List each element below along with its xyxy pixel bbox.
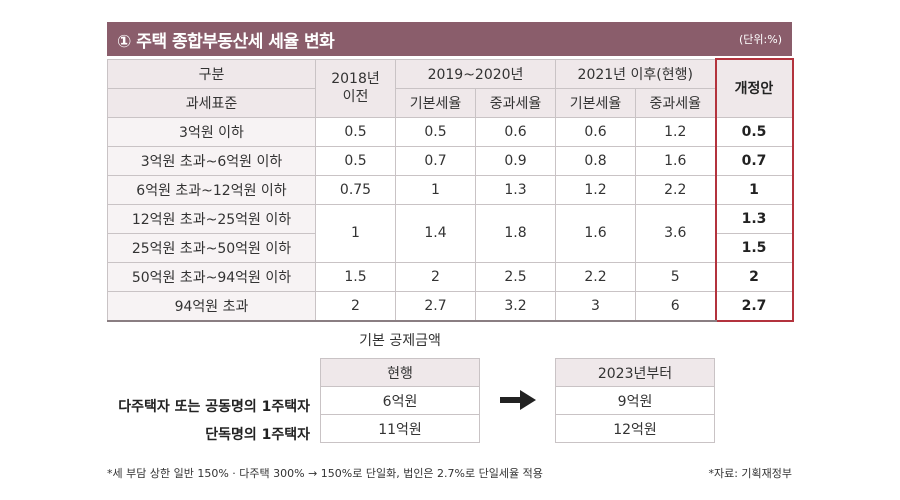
rate-cell: 1 xyxy=(395,174,476,205)
rate-cell: 0.75 xyxy=(315,174,396,205)
rate-cell: 0.7 xyxy=(395,145,476,176)
deduction-new-table: 2023년부터 9억원 12억원 xyxy=(555,358,715,443)
bracket-cell: 3억원 초과~6억원 이하 xyxy=(107,145,316,176)
table-row: 3억원 이하 0.5 0.5 0.6 0.6 1.2 0.5 xyxy=(107,116,794,147)
proposal-cell: 1.5 xyxy=(714,232,794,263)
rate-cell: 1 xyxy=(315,203,396,263)
header-heavy-2019: 중과세율 xyxy=(475,87,556,118)
rate-cell: 2.2 xyxy=(555,261,636,292)
header-basic-2019: 기본세율 xyxy=(395,87,476,118)
table-title: ① 주택 종합부동산세 세율 변화 xyxy=(117,31,335,52)
proposal-cell: 1.3 xyxy=(714,203,794,234)
rate-cell: 0.6 xyxy=(555,116,636,147)
proposal-cell: 0.7 xyxy=(714,145,794,176)
rate-cell: 3 xyxy=(555,290,636,322)
rate-cell: 0.5 xyxy=(395,116,476,147)
rate-cell: 0.9 xyxy=(475,145,556,176)
rate-cell: 0.5 xyxy=(315,116,396,147)
deduction-new-cell: 12억원 xyxy=(555,414,715,443)
deduction-new-cell: 9억원 xyxy=(555,386,715,415)
deduction-current-header: 현행 xyxy=(320,358,480,387)
unit-label: (단위:%) xyxy=(739,33,782,46)
proposal-cell: 2 xyxy=(714,261,794,292)
tax-rate-table: 구분 2018년 이전 2019~2020년 2021년 이후(현행) 개정안 … xyxy=(107,58,794,322)
rate-cell: 1.2 xyxy=(635,116,716,147)
table-row: 94억원 초과 2 2.7 3.2 3 6 2.7 xyxy=(107,290,794,322)
source-note: *자료: 기획재정부 xyxy=(708,467,792,480)
rate-cell: 2.5 xyxy=(475,261,556,292)
rate-cell: 2.2 xyxy=(635,174,716,205)
deduction-title: 기본 공제금액 xyxy=(359,333,441,349)
rate-cell: 0.8 xyxy=(555,145,636,176)
table-row: 6억원 초과~12억원 이하 0.75 1 1.3 1.2 2.2 1 xyxy=(107,174,794,205)
rate-cell: 0.6 xyxy=(475,116,556,147)
deduction-row-label: 다주택자 또는 공동명의 1주택자 xyxy=(118,399,310,415)
rate-cell: 3.2 xyxy=(475,290,556,322)
proposal-cell: 2.7 xyxy=(714,290,794,322)
rate-cell: 5 xyxy=(635,261,716,292)
table-row: 50억원 초과~94억원 이하 1.5 2 2.5 2.2 5 2 xyxy=(107,261,794,292)
rate-cell: 2 xyxy=(315,290,396,322)
proposal-cell: 0.5 xyxy=(714,116,794,147)
rate-cell: 6 xyxy=(635,290,716,322)
rate-cell: 0.5 xyxy=(315,145,396,176)
rate-cell: 3.6 xyxy=(635,203,716,263)
rate-cell: 1.6 xyxy=(555,203,636,263)
header-2018: 2018년 이전 xyxy=(315,58,396,118)
deduction-current-cell: 11억원 xyxy=(320,414,480,443)
bracket-cell: 3억원 이하 xyxy=(107,116,316,147)
rate-cell: 2.7 xyxy=(395,290,476,322)
proposal-cell: 1 xyxy=(714,174,794,205)
deduction-current-table: 현행 6억원 11억원 xyxy=(320,358,480,443)
deduction-current-cell: 6억원 xyxy=(320,386,480,415)
rate-cell: 1.3 xyxy=(475,174,556,205)
header-basic-2021: 기본세율 xyxy=(555,87,636,118)
table-row: 12억원 초과~25억원 이하 1 1.4 1.8 1.6 3.6 1.3 xyxy=(107,203,794,263)
bracket-cell: 6억원 초과~12억원 이하 xyxy=(107,174,316,205)
title-bar: ① 주택 종합부동산세 세율 변화 (단위:%) xyxy=(107,22,792,56)
arrow-right-icon xyxy=(500,390,536,410)
header-2021: 2021년 이후(현행) xyxy=(555,58,716,89)
bracket-cell: 25억원 초과~50억원 이하 xyxy=(107,232,316,263)
rate-cell: 2 xyxy=(395,261,476,292)
bracket-cell: 50억원 초과~94억원 이하 xyxy=(107,261,316,292)
deduction-row-label: 단독명의 1주택자 xyxy=(205,427,310,443)
header-tax-base: 과세표준 xyxy=(107,87,316,118)
table-row: 25억원 초과~50억원 이하 1.5 xyxy=(107,232,794,263)
header-heavy-2021: 중과세율 xyxy=(635,87,716,118)
deduction-new-header: 2023년부터 xyxy=(555,358,715,387)
bracket-cell: 12억원 초과~25억원 이하 xyxy=(107,203,316,234)
header-proposal: 개정안 xyxy=(714,58,794,118)
table-row: 3억원 초과~6억원 이하 0.5 0.7 0.9 0.8 1.6 0.7 xyxy=(107,145,794,176)
rate-cell: 1.6 xyxy=(635,145,716,176)
footnote: *세 부담 상한 일반 150% · 다주택 300% → 150%로 단일화,… xyxy=(107,467,543,480)
rate-cell: 1.8 xyxy=(475,203,556,263)
rate-cell: 1.2 xyxy=(555,174,636,205)
header-2019: 2019~2020년 xyxy=(395,58,556,89)
rate-cell: 1.5 xyxy=(315,261,396,292)
header-gubun: 구분 xyxy=(107,58,316,89)
bracket-cell: 94억원 초과 xyxy=(107,290,316,322)
rate-cell: 1.4 xyxy=(395,203,476,263)
